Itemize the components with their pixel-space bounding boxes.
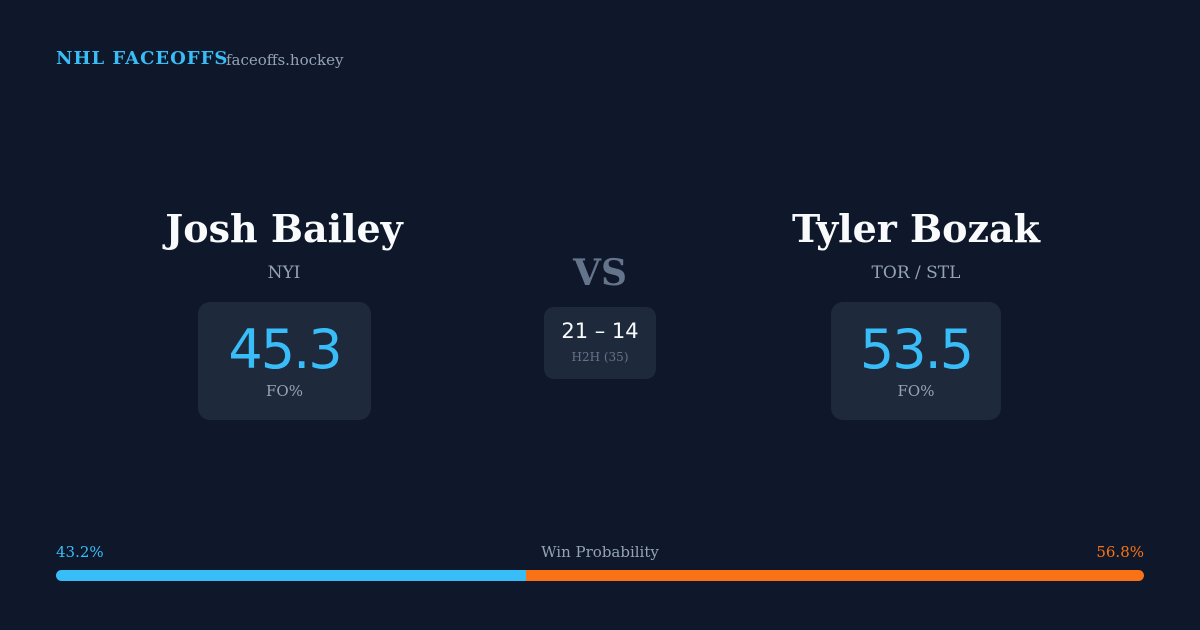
fo-pct: 45.3 (228, 318, 342, 381)
win-prob-bar (56, 570, 1144, 581)
h2h-label: H2H (35) (571, 350, 629, 364)
win-prob-label: 43.2% (56, 543, 104, 561)
h2h-score: 21 – 14 (561, 319, 639, 343)
fo-card: 53.5 FO% (831, 302, 1001, 420)
fo-label: FO% (897, 382, 935, 400)
win-prob-segment (56, 570, 527, 581)
player-name: Josh Bailey (165, 206, 403, 251)
h2h-card: 21 – 14 H2H (35) (544, 307, 656, 379)
player-team: TOR / STL (871, 263, 961, 283)
versus: VS (573, 252, 627, 294)
win-prob-title: Win Probability (541, 543, 659, 561)
brand: NHL FACEOFFS (56, 48, 229, 69)
site: faceoffs.hockey (226, 51, 344, 69)
fo-pct: 53.5 (859, 318, 974, 381)
player-name: Tyler Bozak (791, 206, 1041, 251)
fo-card: 45.3 FO% (198, 302, 371, 420)
win-prob-segment (526, 570, 1144, 581)
player-team: NYI (267, 263, 301, 283)
fo-label: FO% (266, 382, 303, 400)
win-prob-label: 56.8% (1096, 543, 1144, 561)
